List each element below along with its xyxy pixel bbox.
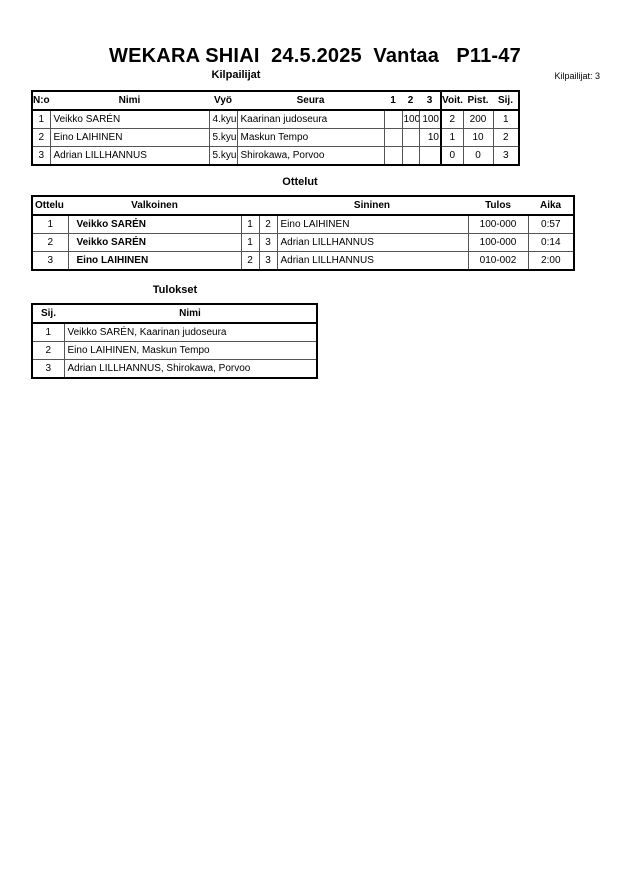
result-cell: 100-000 (467, 233, 529, 252)
header-blue: Sininen (241, 195, 469, 216)
place-cell: 3 (31, 359, 65, 379)
competitors-table: N:o Nimi Vyö Seura 1 2 3 Voit. Pist. Sij… (31, 90, 520, 166)
place-cell: 2 (31, 341, 65, 360)
match-no-cell: 2 (31, 233, 69, 252)
place-cell: 2 (492, 128, 520, 147)
result-cell: 100-000 (467, 214, 529, 234)
points-cell: 10 (462, 128, 494, 147)
round1-cell (383, 146, 403, 166)
belt-cell: 5.kyu (208, 128, 238, 147)
header-r2: 2 (402, 90, 419, 111)
blue-no-cell: 2 (258, 214, 278, 234)
table-row: 3 Adrian LILLHANNUS, Shirokawa, Porvoo (31, 359, 318, 379)
blue-name-cell: Adrian LILLHANNUS (276, 233, 469, 252)
time-cell: 2:00 (527, 251, 575, 271)
place-cell: 1 (31, 322, 65, 342)
table-row: 1 Veikko SARÉN 4.kyu Kaarinan judoseura 100 1… (31, 109, 520, 129)
club-cell: Kaarinan judoseura (236, 109, 385, 129)
round2-cell (401, 146, 420, 166)
belt-cell: 5.kyu (208, 146, 238, 166)
round2-cell: 100 (401, 109, 420, 129)
table-row: 2 Eino LAIHINEN, Maskun Tempo (31, 341, 318, 360)
header-points: Pist. (463, 90, 493, 111)
round3-cell: 10 (418, 128, 442, 147)
header-match: Ottelu (32, 195, 68, 216)
header-place: Sij. (493, 90, 519, 111)
wins-cell: 0 (440, 146, 464, 166)
round2-cell (401, 128, 420, 147)
header-belt: Vyö (209, 90, 237, 111)
wins-cell: 2 (440, 109, 464, 129)
name-cell: Adrian LILLHANNUS (49, 146, 210, 166)
time-cell: 0:57 (527, 214, 575, 234)
blue-name-cell: Eino LAIHINEN (276, 214, 469, 234)
name-cell: Adrian LILLHANNUS, Shirokawa, Porvoo (63, 359, 318, 379)
table-header: N:o Nimi Vyö Seura 1 2 3 Voit. Pist. Sij… (32, 90, 519, 111)
table-header: Ottelu Valkoinen Sininen Tulos Aika (32, 195, 575, 216)
result-cell: 010-002 (467, 251, 529, 271)
table-row: 3 Adrian LILLHANNUS 5.kyu Shirokawa, Porvoo… (31, 146, 520, 166)
table-row: 3 Eino LAIHINEN 2 3 Adrian LILLHANNUS 010-002… (31, 251, 575, 271)
table-row: 2 Eino LAIHINEN 5.kyu Maskun Tempo 10 1 10 2 (31, 128, 520, 147)
round3-cell: 100 (418, 109, 442, 129)
round1-cell (383, 128, 403, 147)
place-cell: 1 (492, 109, 520, 129)
competitor-count: Kilpailijat: 3 (554, 71, 600, 81)
header-name: Nimi (50, 90, 209, 111)
place-cell: 3 (492, 146, 520, 166)
header-no: N:o (32, 90, 50, 111)
results-table: Sij. Nimi 1 Veikko SARÉN, Kaarinan judose… (31, 303, 318, 379)
header-place: Sij. (32, 303, 64, 324)
white-name-cell: Veikko SARÉN (67, 214, 242, 234)
results-heading: Tulokset (152, 284, 198, 296)
white-no-cell: 2 (240, 251, 260, 271)
matches-table: Ottelu Valkoinen Sininen Tulos Aika 1 Vei… (31, 195, 576, 271)
table-row: 1 Veikko SARÉN, Kaarinan judoseura (31, 322, 318, 342)
blue-no-cell: 3 (258, 251, 278, 271)
header-club: Seura (237, 90, 384, 111)
name-cell: Eino LAIHINEN (49, 128, 210, 147)
header-r3: 3 (419, 90, 441, 111)
white-name-cell: Veikko SARÉN (67, 233, 242, 252)
match-no-cell: 3 (31, 251, 69, 271)
blue-name-cell: Adrian LILLHANNUS (276, 251, 469, 271)
belt-cell: 4.kyu (208, 109, 238, 129)
club-cell: Shirokawa, Porvoo (236, 146, 385, 166)
header-name: Nimi (64, 303, 317, 324)
no-cell: 2 (31, 128, 51, 147)
round1-cell (383, 109, 403, 129)
table-row: 1 Veikko SARÉN 1 2 Eino LAIHINEN 100-000 0:57 (31, 214, 575, 234)
header-white: Valkoinen (68, 195, 241, 216)
points-cell: 200 (462, 109, 494, 129)
no-cell: 1 (31, 109, 51, 129)
round3-cell (418, 146, 442, 166)
table-row: 2 Veikko SARÉN 1 3 Adrian LILLHANNUS 100-000 0… (31, 233, 575, 252)
header-result: Tulos (468, 195, 529, 216)
time-cell: 0:14 (527, 233, 575, 252)
white-no-cell: 1 (240, 214, 260, 234)
page-title: WEKARA SHIAI 24.5.2025 Vantaa P11-47 (109, 45, 521, 67)
table-header: Sij. Nimi (32, 303, 317, 324)
matches-heading: Ottelut (282, 176, 318, 188)
wins-cell: 1 (440, 128, 464, 147)
header-wins: Voit. (440, 90, 463, 111)
points-cell: 0 (462, 146, 494, 166)
name-cell: Veikko SARÉN, Kaarinan judoseura (63, 322, 318, 342)
club-cell: Maskun Tempo (236, 128, 385, 147)
competitors-heading: Kilpailijat (211, 69, 261, 81)
name-cell: Eino LAIHINEN, Maskun Tempo (63, 341, 318, 360)
blue-no-cell: 3 (258, 233, 278, 252)
white-name-cell: Eino LAIHINEN (67, 251, 242, 271)
name-cell: Veikko SARÉN (49, 109, 210, 129)
no-cell: 3 (31, 146, 51, 166)
header-r1: 1 (384, 90, 402, 111)
header-time: Aika (528, 195, 575, 216)
match-no-cell: 1 (31, 214, 69, 234)
white-no-cell: 1 (240, 233, 260, 252)
